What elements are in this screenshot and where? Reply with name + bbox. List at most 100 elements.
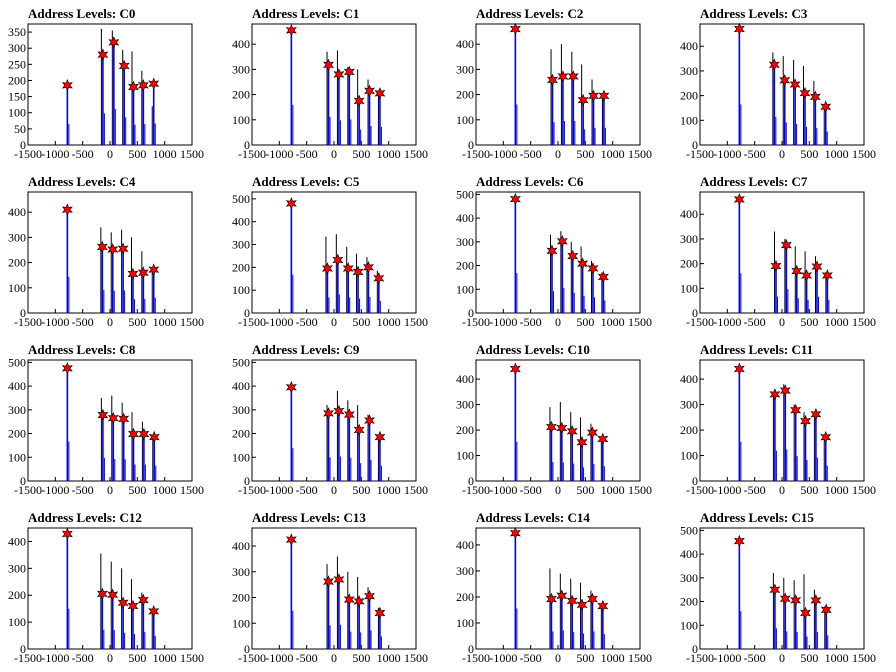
chart-svg: 0 100 200 300 400 -1500 -1000 -500 0 500 1000 1500 bbox=[456, 526, 652, 665]
peak-marker bbox=[353, 595, 365, 608]
chart-title: Address Levels: C4 bbox=[28, 174, 136, 189]
x-tick-label: 500 bbox=[800, 315, 818, 329]
x-tick-label: 1000 bbox=[377, 483, 401, 497]
y-tick-label: 0 bbox=[692, 138, 698, 152]
y-tick-label: 200 bbox=[680, 257, 698, 271]
peak-marker bbox=[117, 242, 129, 256]
chart-svg: 0 100 200 300 400 -1500 -1000 -500 0 500 1000 1500 bbox=[8, 191, 204, 329]
x-tick-label: -500 bbox=[296, 651, 318, 665]
y-tick-label: 0 bbox=[468, 306, 474, 320]
y-tick-label: 200 bbox=[232, 427, 250, 441]
x-tick-label: -1500 bbox=[686, 651, 714, 665]
y-tick-label: 0 bbox=[244, 138, 250, 152]
plot-frame bbox=[251, 23, 417, 146]
x-tick-label: -1500 bbox=[462, 147, 490, 161]
peak-marker bbox=[137, 266, 149, 279]
x-tick-label: -500 bbox=[72, 315, 94, 329]
x-tick-label: -1000 bbox=[41, 651, 69, 665]
peak-marker bbox=[97, 48, 109, 61]
chart-title: Address Levels: C8 bbox=[28, 342, 136, 357]
peak-marker bbox=[107, 411, 119, 425]
peak-marker bbox=[323, 407, 335, 420]
y-tick-label: 200 bbox=[456, 423, 474, 437]
y-tick-label: 400 bbox=[232, 215, 250, 229]
x-tick-label: -1500 bbox=[686, 147, 714, 161]
peak-marker bbox=[576, 435, 588, 449]
y-tick-label: 200 bbox=[680, 423, 698, 437]
x-tick-label: 1000 bbox=[153, 651, 177, 665]
y-tick-label: 300 bbox=[8, 403, 26, 417]
x-tick-label: 0 bbox=[555, 483, 561, 497]
y-tick-label: 300 bbox=[680, 64, 698, 78]
x-tick-label: 500 bbox=[352, 483, 370, 497]
x-tick-label: -1000 bbox=[265, 651, 293, 665]
x-tick-label: -500 bbox=[296, 315, 318, 329]
x-tick-label: 1500 bbox=[628, 315, 652, 329]
y-tick-label: 500 bbox=[232, 355, 250, 369]
y-tick-label: 50 bbox=[14, 122, 26, 136]
y-tick-label: 100 bbox=[456, 282, 474, 296]
x-tick-label: -500 bbox=[72, 483, 94, 497]
y-tick-label: 300 bbox=[456, 235, 474, 249]
peak-marker bbox=[97, 408, 109, 422]
peak-marker bbox=[118, 412, 130, 426]
x-tick-label: 1500 bbox=[852, 483, 876, 497]
peak-marker bbox=[362, 261, 374, 274]
peak-marker bbox=[61, 79, 73, 92]
x-tick-label: -500 bbox=[296, 147, 318, 161]
peak-marker bbox=[557, 70, 569, 83]
peak-marker bbox=[809, 90, 821, 104]
chart-panel-5: Address Levels: C5 0 100 200 300 400 500 -1500-… bbox=[224, 168, 448, 336]
peak-marker bbox=[137, 79, 149, 92]
x-tick-label: 1000 bbox=[825, 315, 849, 329]
peak-marker bbox=[810, 594, 822, 607]
y-tick-label: 400 bbox=[680, 372, 698, 386]
y-tick-label: 200 bbox=[8, 73, 26, 87]
peak-marker bbox=[107, 588, 119, 601]
x-tick-label: 0 bbox=[331, 315, 337, 329]
x-tick-label: -1500 bbox=[14, 483, 42, 497]
peak-marker bbox=[333, 573, 345, 586]
peak-marker bbox=[597, 432, 609, 446]
peak-marker bbox=[566, 594, 578, 608]
peak-marker bbox=[128, 427, 139, 441]
peak-marker bbox=[789, 78, 801, 91]
peak-marker bbox=[769, 388, 781, 401]
chart-svg: 0 100 200 300 400 -1500 -1000 -500 0 500 1000 1500 bbox=[680, 22, 876, 161]
x-tick-label: -500 bbox=[520, 147, 542, 161]
y-tick-label: 300 bbox=[232, 238, 250, 252]
peak-marker bbox=[321, 262, 333, 275]
y-tick-label: 300 bbox=[8, 561, 26, 575]
y-tick-label: 0 bbox=[20, 474, 26, 488]
y-tick-label: 500 bbox=[456, 187, 474, 201]
x-tick-label: 1500 bbox=[180, 147, 204, 161]
peak-marker bbox=[780, 238, 792, 252]
chart-svg: 0 100 200 300 400 -1500 -1000 -500 0 500 1000 1500 bbox=[232, 527, 428, 665]
y-tick-label: 100 bbox=[456, 449, 474, 463]
plot-frame bbox=[27, 527, 193, 650]
x-tick-label: -500 bbox=[744, 315, 766, 329]
x-tick-label: 500 bbox=[352, 651, 370, 665]
y-tick-label: 200 bbox=[680, 89, 698, 103]
peak-marker bbox=[509, 22, 521, 36]
chart-title: Address Levels: C15 bbox=[700, 510, 814, 525]
chart-title: Address Levels: C14 bbox=[476, 510, 590, 525]
plot-frame bbox=[27, 191, 193, 314]
y-tick-label: 100 bbox=[232, 450, 250, 464]
peak-marker bbox=[556, 235, 568, 248]
x-tick-label: 1500 bbox=[180, 315, 204, 329]
peak-marker bbox=[556, 589, 568, 602]
y-tick-label: 200 bbox=[680, 595, 698, 609]
peak-marker bbox=[588, 89, 600, 103]
y-tick-label: 0 bbox=[20, 642, 26, 656]
y-tick-label: 200 bbox=[8, 427, 26, 441]
x-tick-label: 1000 bbox=[153, 483, 177, 497]
chart-svg: 0 100 200 300 400 500 -1500 -1000 -500 0 500 1000 15… bbox=[456, 187, 652, 329]
x-tick-label: -1500 bbox=[238, 483, 266, 497]
peak-marker bbox=[810, 407, 822, 421]
chart-svg: 0 100 200 300 400 -1500 -1000 -500 0 500 1000 1500 bbox=[8, 527, 204, 665]
y-tick-label: 300 bbox=[456, 62, 474, 76]
chart-panel-9: Address Levels: C9 0 100 200 300 400 500 -1500-… bbox=[224, 336, 448, 504]
peak-marker bbox=[587, 262, 599, 275]
